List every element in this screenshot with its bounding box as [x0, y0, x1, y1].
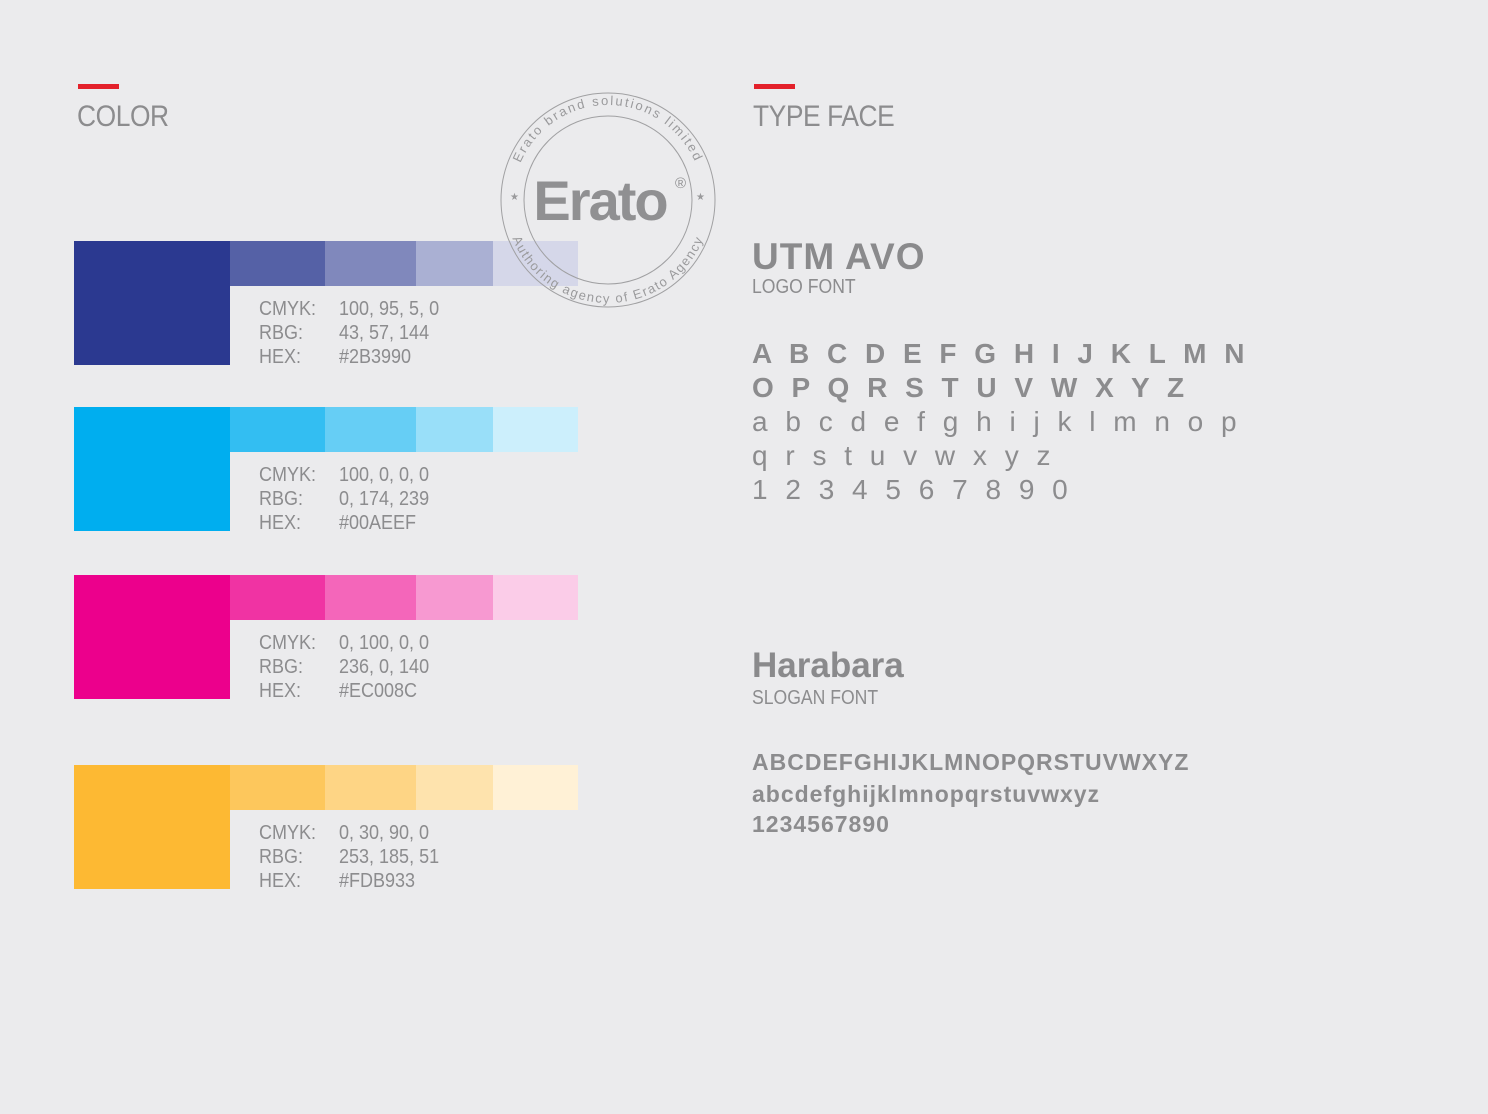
spec-label: RBG:	[259, 488, 304, 510]
stamp-logo: Erato	[533, 169, 667, 232]
stamp-star: ★	[510, 192, 519, 203]
swatch-main	[74, 407, 230, 531]
swatch-main	[74, 575, 230, 699]
swatch: CMYK: 0, 30, 90, 0 RBG: 253, 185, 51 HEX: #FD…	[74, 765, 578, 892]
spec-value: 43, 57, 144	[339, 322, 430, 344]
spec-label: HEX:	[259, 346, 302, 368]
swatch-tint	[230, 241, 325, 286]
stamp: Erato brand solutions limited Authoring …	[500, 92, 716, 308]
swatch-tint	[493, 575, 578, 620]
glyph-line: A B C D E F G H I J K L M N	[752, 338, 1250, 369]
spec-label: RBG:	[259, 322, 304, 344]
spec-value: #2B3990	[339, 346, 412, 368]
glyph-line: q r s t u v w x y z	[752, 440, 1056, 471]
spec-label: HEX:	[259, 870, 302, 892]
spec-label: HEX:	[259, 512, 302, 534]
glyph-line: a b c d e f g h i j k l m n o p	[752, 406, 1242, 437]
font-name: UTM AVO	[752, 236, 926, 277]
spec-value: 236, 0, 140	[339, 656, 430, 678]
font-role: LOGO FONT	[752, 276, 856, 298]
font-name: Harabara	[752, 646, 904, 685]
stamp-star: ★	[696, 192, 705, 203]
swatch-tint	[325, 407, 416, 452]
glyph-line: 1 2 3 4 5 6 7 8 9 0	[752, 474, 1073, 505]
spec-value: #00AEEF	[339, 512, 417, 534]
swatch-tint	[325, 765, 416, 810]
swatch-tint	[493, 407, 578, 452]
spec-value: 0, 174, 239	[339, 488, 430, 510]
stamp-ring	[523, 115, 693, 285]
glyph-line: 1234567890	[752, 811, 890, 837]
stamp-top-path: Erato brand solutions limited	[510, 93, 705, 164]
swatch: CMYK: 100, 0, 0, 0 RBG: 0, 174, 239 HEX: #00A…	[74, 407, 578, 534]
spec-label: RBG:	[259, 656, 304, 678]
swatch-tint	[325, 575, 416, 620]
swatch-tint	[325, 241, 416, 286]
spec-value: 253, 185, 51	[339, 846, 440, 868]
glyph-line: abcdefghijklmnopqrstuvwxyz	[752, 781, 1101, 807]
spec-label: CMYK:	[259, 822, 317, 844]
spec-label: HEX:	[259, 680, 302, 702]
spec-label: RBG:	[259, 846, 304, 868]
swatch-main	[74, 765, 230, 889]
accent-bar	[754, 84, 795, 89]
stamp-mark: ®	[675, 175, 686, 192]
spec-value: 0, 30, 90, 0	[339, 822, 430, 844]
swatch-tint	[416, 765, 493, 810]
spec-label: CMYK:	[259, 464, 317, 486]
accent-bar	[78, 84, 119, 89]
spec-label: CMYK:	[259, 298, 317, 320]
spec-value: #EC008C	[339, 680, 418, 702]
swatch: CMYK: 0, 100, 0, 0 RBG: 236, 0, 140 HEX: #EC0…	[74, 575, 578, 702]
glyph-line: ABCDEFGHIJKLMNOPQRSTUVWXYZ	[752, 749, 1190, 775]
stamp-top-text: Erato brand solutions limited	[510, 93, 707, 164]
font-role: SLOGAN FONT	[752, 687, 879, 709]
spec-value: #FDB933	[339, 870, 416, 892]
swatch-tint	[230, 575, 325, 620]
stamp-bottom-text: Authoring agency of Erato Agency	[510, 233, 707, 306]
stamp-bottom-path: Authoring agency of Erato Agency	[510, 233, 705, 306]
swatch-tint	[230, 765, 325, 810]
spec-value: 100, 0, 0, 0	[339, 464, 430, 486]
glyph-line: O P Q R S T U V W X Y Z	[752, 372, 1190, 403]
spec-label: CMYK:	[259, 632, 317, 654]
swatch-main	[74, 241, 230, 365]
section-title: TYPE FACE	[753, 100, 895, 133]
stamp-ring	[500, 92, 716, 308]
swatch-tint	[230, 407, 325, 452]
swatch-tint	[416, 241, 493, 286]
spec-value: 100, 95, 5, 0	[339, 298, 440, 320]
spec-value: 0, 100, 0, 0	[339, 632, 430, 654]
swatch-tint	[493, 765, 578, 810]
swatch-tint	[416, 407, 493, 452]
swatch-tint	[416, 575, 493, 620]
section-title: COLOR	[77, 100, 169, 133]
